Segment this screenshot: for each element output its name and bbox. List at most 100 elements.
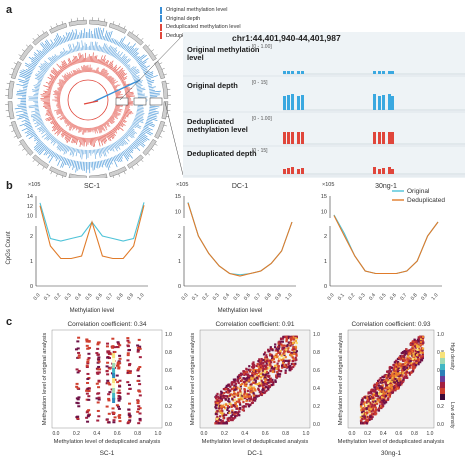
circos-bar bbox=[55, 154, 59, 159]
circos-bar bbox=[24, 128, 34, 134]
density-point bbox=[385, 384, 388, 387]
density-point bbox=[384, 387, 387, 390]
density-point bbox=[87, 395, 91, 398]
density-point bbox=[105, 405, 109, 408]
circos-bar bbox=[137, 136, 146, 143]
density-point bbox=[224, 397, 227, 401]
density-point bbox=[239, 376, 242, 380]
density-point bbox=[411, 340, 415, 343]
density-point bbox=[243, 384, 247, 387]
density-point bbox=[381, 386, 384, 390]
density-point bbox=[281, 363, 284, 366]
y-axis-label: CpGs Count bbox=[6, 231, 12, 264]
density-point bbox=[238, 414, 241, 417]
circos-bar bbox=[53, 90, 61, 94]
circos-bar bbox=[109, 63, 114, 69]
density-point bbox=[400, 381, 404, 384]
density-point bbox=[275, 355, 279, 359]
circos-bar bbox=[51, 122, 59, 128]
density-point bbox=[397, 365, 400, 368]
density-point bbox=[365, 422, 368, 425]
density-point bbox=[234, 385, 238, 388]
density-point bbox=[264, 378, 267, 381]
circos-bar bbox=[45, 107, 51, 109]
circos-bar bbox=[120, 76, 128, 81]
density-point bbox=[404, 359, 407, 362]
chromosome-tick bbox=[141, 159, 144, 163]
density-point bbox=[252, 386, 256, 389]
density-point bbox=[257, 383, 261, 386]
density-point bbox=[77, 356, 81, 359]
circos-bar bbox=[120, 118, 127, 123]
circos-bar bbox=[28, 104, 39, 107]
density-point bbox=[252, 370, 255, 373]
density-point bbox=[256, 383, 259, 386]
circos-bar bbox=[129, 47, 137, 55]
circos-bar bbox=[71, 135, 75, 143]
circos-bar bbox=[115, 125, 120, 130]
density-point bbox=[118, 397, 122, 400]
x-axis-label: Methylation level bbox=[70, 308, 115, 314]
circos-bar bbox=[124, 111, 132, 115]
y-tick-label: 0.4 bbox=[313, 386, 320, 392]
circos-bar bbox=[54, 92, 61, 95]
density-point bbox=[247, 379, 251, 382]
density-point bbox=[283, 350, 286, 354]
density-point bbox=[359, 416, 363, 419]
density-point bbox=[223, 422, 226, 425]
circos-bar bbox=[65, 119, 69, 123]
density-point bbox=[252, 361, 255, 364]
x-tick-label: 0.5 bbox=[84, 292, 93, 301]
legend-label: Deduplicated methylation level bbox=[166, 24, 241, 31]
x-tick-label: 0.5 bbox=[378, 292, 387, 301]
density-point bbox=[385, 390, 388, 393]
density-point bbox=[219, 394, 223, 397]
density-point bbox=[365, 407, 368, 411]
density-point bbox=[265, 372, 268, 375]
circos-bar bbox=[50, 77, 56, 81]
density-point bbox=[295, 353, 298, 356]
density-point bbox=[373, 392, 376, 395]
circos-bar bbox=[139, 61, 147, 67]
circos-bar bbox=[65, 36, 68, 42]
circos-bar bbox=[136, 112, 144, 116]
density-point bbox=[216, 392, 219, 396]
y-tick-label: 1 bbox=[178, 259, 181, 265]
density-point bbox=[85, 416, 89, 419]
density-point bbox=[360, 406, 363, 410]
circos-bar bbox=[101, 69, 107, 77]
circos-bar bbox=[84, 64, 86, 73]
circos-bar bbox=[112, 84, 116, 87]
track-bar bbox=[391, 132, 394, 144]
legend-label: Deduplicated bbox=[407, 197, 445, 204]
density-point bbox=[408, 373, 412, 376]
x-tick-label: 1.0 bbox=[303, 431, 310, 437]
density-point bbox=[219, 399, 222, 403]
circos-bar bbox=[41, 131, 50, 138]
track-bar bbox=[388, 94, 391, 110]
circos-bar bbox=[125, 107, 130, 109]
scatter-title: Correlation coefficient: 0.91 bbox=[215, 321, 294, 328]
y-exponent: ×105 bbox=[322, 182, 334, 188]
circos-bar bbox=[27, 68, 34, 72]
density-point bbox=[225, 403, 228, 406]
circos-bar bbox=[104, 73, 110, 79]
density-point bbox=[268, 353, 272, 356]
circos-bar bbox=[99, 148, 102, 157]
x-tick-label: 0.8 bbox=[134, 431, 141, 437]
track-bar bbox=[283, 96, 286, 110]
density-point bbox=[371, 390, 374, 393]
chromosome-tick bbox=[32, 159, 35, 163]
density-point bbox=[247, 397, 250, 400]
density-point bbox=[269, 377, 272, 380]
circos-bar bbox=[61, 79, 67, 84]
circos-bar bbox=[72, 70, 76, 76]
track-bar bbox=[378, 71, 381, 74]
density-point bbox=[397, 363, 401, 367]
circos-bar bbox=[78, 34, 80, 39]
density-point bbox=[418, 335, 421, 338]
density-point bbox=[261, 383, 264, 386]
density-point bbox=[268, 381, 271, 384]
density-point bbox=[215, 398, 218, 401]
circos-bar bbox=[35, 139, 41, 145]
